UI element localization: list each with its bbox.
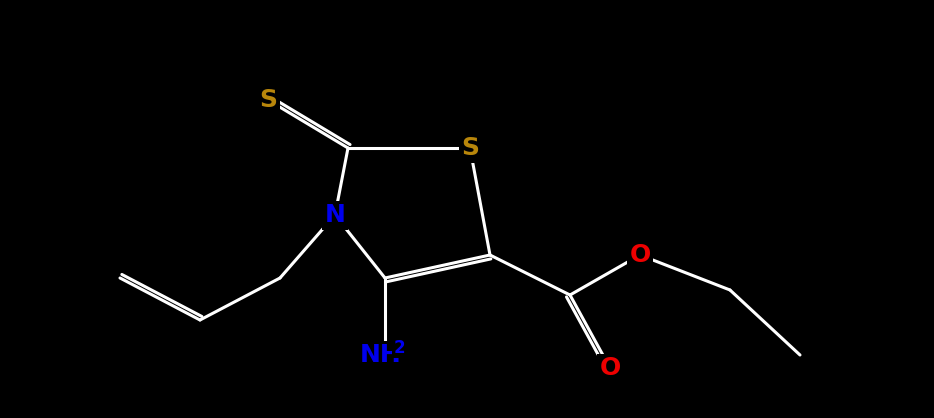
Text: NH: NH (361, 343, 402, 367)
Text: O: O (600, 356, 620, 380)
Text: 2: 2 (393, 339, 404, 357)
Text: N: N (324, 203, 346, 227)
Text: S: S (259, 88, 277, 112)
Text: O: O (630, 243, 651, 267)
Text: S: S (461, 136, 479, 160)
